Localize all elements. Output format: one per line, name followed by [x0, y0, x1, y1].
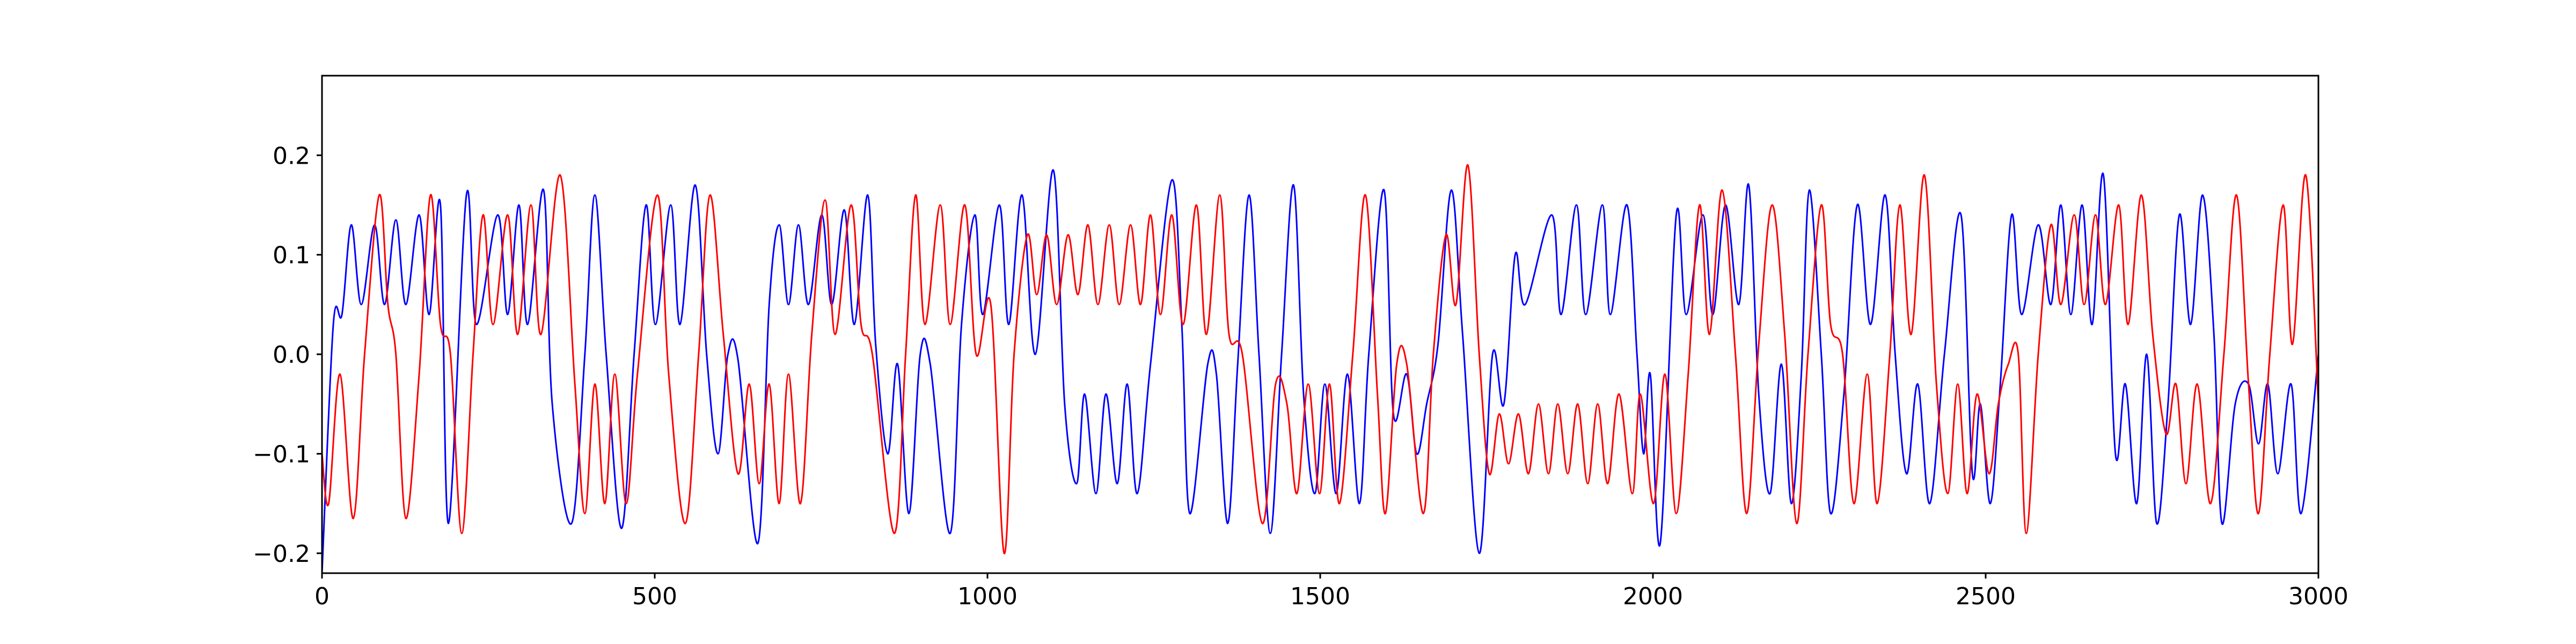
- x-tick-label: 1500: [1290, 583, 1350, 610]
- plot-area: [322, 164, 2318, 573]
- x-tick-label: 0: [314, 583, 330, 610]
- y-tick-label: −0.2: [253, 540, 310, 568]
- y-tick-label: −0.1: [253, 441, 310, 469]
- y-tick-label: 0.0: [273, 341, 310, 369]
- x-tick-label: 500: [632, 583, 677, 610]
- axes-frame: [321, 75, 2319, 574]
- line-series: [322, 164, 2318, 554]
- x-tick-label: 1000: [957, 583, 1018, 610]
- y-tick-label: 0.2: [273, 142, 310, 170]
- y-tick-label: 0.1: [273, 242, 310, 269]
- x-tick-label: 3000: [2288, 583, 2348, 610]
- x-tick-label: 2500: [1956, 583, 2016, 610]
- x-tick-label: 2000: [1623, 583, 1683, 610]
